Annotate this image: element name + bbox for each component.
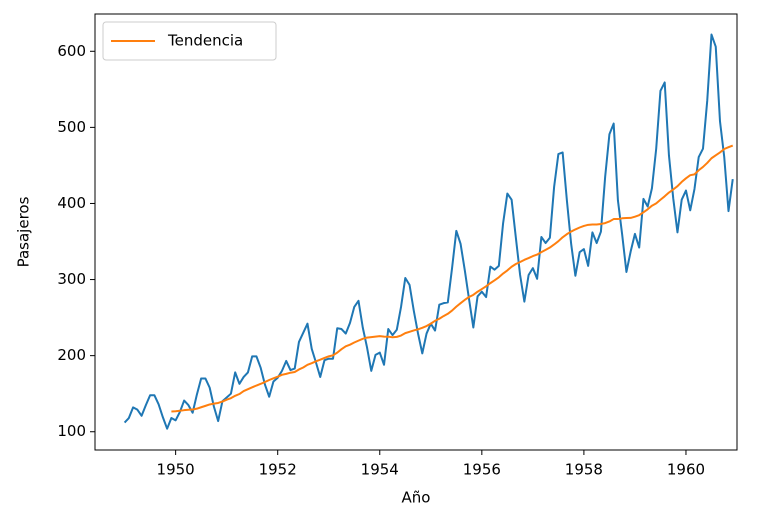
x-tick-label: 1960: [667, 461, 705, 479]
plot-frame: [94, 13, 738, 451]
series-line: [171, 144, 734, 413]
x-axis-label: Año: [402, 489, 431, 507]
y-tick-label: 300: [57, 270, 86, 288]
y-tick-label: 400: [57, 194, 86, 212]
legend-box: [102, 21, 277, 61]
x-tick-label: 1950: [157, 461, 195, 479]
y-tick-label: 600: [57, 42, 86, 60]
x-tick-label: 1958: [565, 461, 603, 479]
x-tick-label: 1954: [361, 461, 399, 479]
y-tick-label: 500: [57, 118, 86, 136]
y-axis-label: Pasajeros: [15, 196, 33, 267]
x-tick-label: 1956: [463, 461, 501, 479]
legend-label: Tendencia: [167, 32, 243, 50]
x-tick-label: 1952: [259, 461, 297, 479]
y-tick-label: 100: [57, 422, 86, 440]
series-line: [123, 33, 734, 430]
y-tick-label: 200: [57, 346, 86, 364]
